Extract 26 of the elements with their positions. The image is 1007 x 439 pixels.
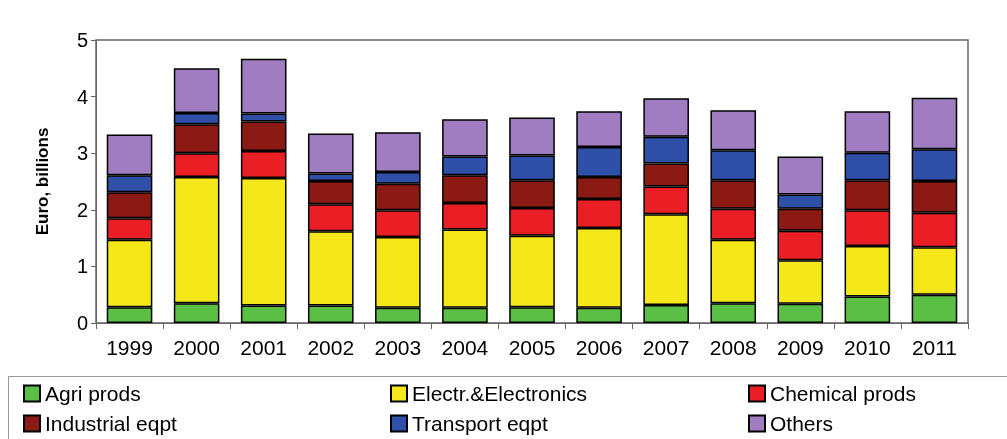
y-tick-label: 0 <box>76 312 88 334</box>
x-tick-label: 2001 <box>240 336 288 359</box>
x-tick-label: 2006 <box>575 336 623 359</box>
x-tick-label: 1999 <box>106 336 153 359</box>
legend-label: Others <box>770 412 834 435</box>
y-axis-title: Euro, billions <box>33 127 52 236</box>
x-tick-label: 2008 <box>709 336 757 359</box>
y-tick-label: 2 <box>76 198 88 221</box>
x-tick-label: 2003 <box>374 336 422 359</box>
y-tick-label: 4 <box>76 85 88 108</box>
x-tick-label: 2007 <box>642 336 690 359</box>
y-tick-label: 5 <box>76 29 88 51</box>
legend-label: Electr.&Electronics <box>412 382 588 405</box>
x-tick-label: 2005 <box>508 336 556 359</box>
y-tick-label: 3 <box>76 142 88 165</box>
x-tick-label: 2004 <box>441 336 489 359</box>
x-tick-label: 2009 <box>776 336 824 359</box>
legend-label: Transport eqpt <box>412 412 548 435</box>
x-tick-label: 2010 <box>844 336 891 359</box>
legend-label: Chemical prods <box>770 382 916 405</box>
legend-label: Industrial eqpt <box>45 412 178 435</box>
legend-label: Agri prods <box>45 382 141 405</box>
x-tick-label: 2000 <box>173 336 220 359</box>
y-tick-label: 1 <box>76 255 88 278</box>
x-tick-label: 2002 <box>307 336 355 359</box>
x-tick-label: 2011 <box>911 336 958 359</box>
